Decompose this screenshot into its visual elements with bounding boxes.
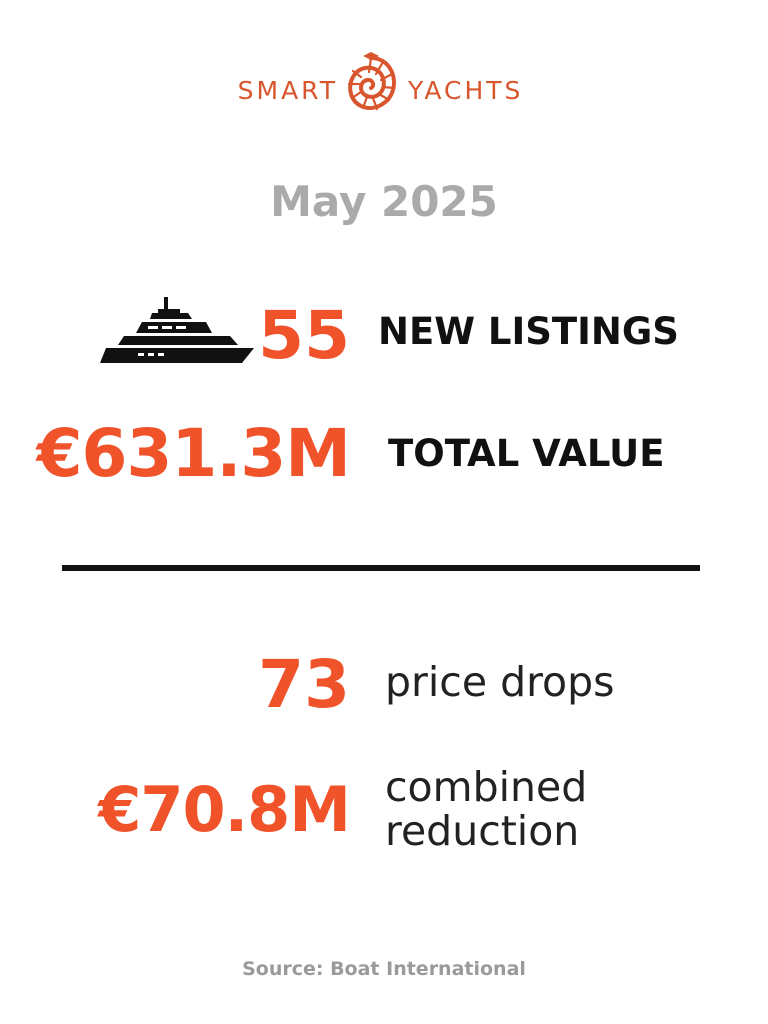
yacht-icon [100, 297, 254, 363]
period-heading: May 2025 [270, 177, 498, 226]
combined-reduction-label-line2: reduction [385, 807, 580, 855]
total-value-amount: €631.3M [36, 415, 351, 492]
combined-reduction-label-line1: combined [385, 763, 588, 811]
price-drops-count: 73 [258, 646, 350, 723]
combined-reduction-amount: €70.8M [98, 773, 351, 846]
combined-reduction-label: combined reduction [385, 765, 587, 853]
total-value-label: TOTAL VALUE [388, 432, 665, 475]
brand-name-right: YACHTS [408, 76, 524, 105]
new-listings-count: 55 [258, 297, 350, 374]
brand-header: SMART YACHTS [0, 50, 768, 118]
new-listings-label: NEW LISTINGS [378, 310, 679, 353]
price-drops-label: price drops [385, 658, 615, 706]
nautilus-shell-icon [347, 52, 396, 111]
source-credit: Source: Boat International [242, 958, 526, 980]
section-divider [62, 565, 700, 571]
brand-name-left: SMART [237, 76, 338, 105]
